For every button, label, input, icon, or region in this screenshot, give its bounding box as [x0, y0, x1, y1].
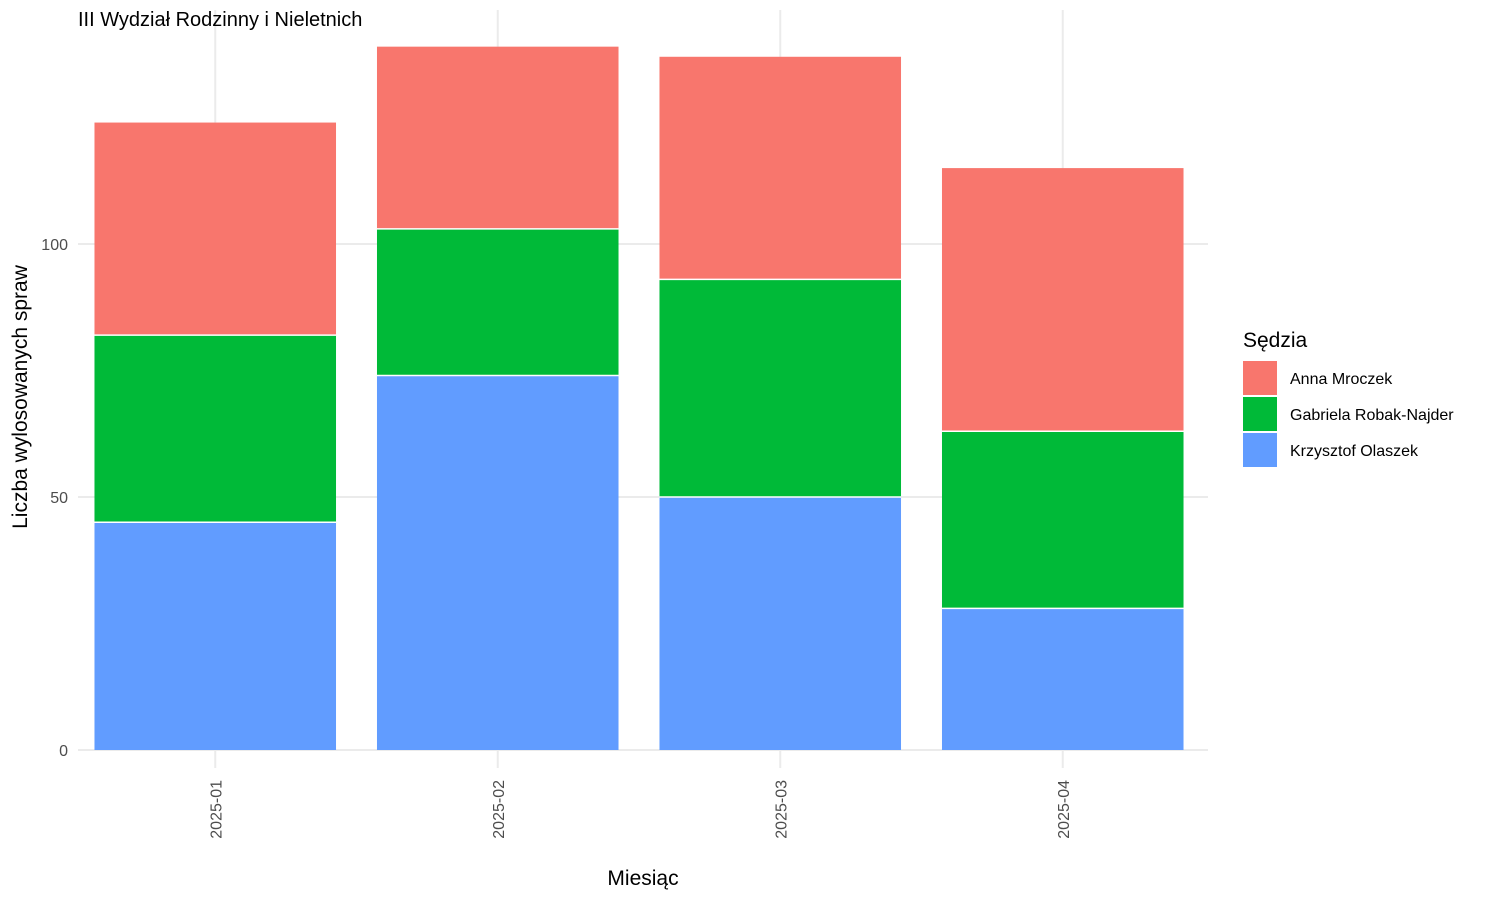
bar-segment: [659, 279, 902, 497]
bar-segment: [376, 375, 619, 750]
bar-segment: [376, 228, 619, 376]
chart-title: III Wydział Rodzinny i Nieletnich: [78, 9, 362, 31]
bar-segment: [941, 168, 1184, 432]
bars: [94, 46, 1184, 750]
x-tick-label: 2025-04: [1056, 780, 1073, 839]
bar-segment: [941, 608, 1184, 750]
bar-segment: [94, 335, 337, 523]
x-tick-label: 2025-01: [208, 780, 225, 839]
legend-label: Krzysztof Olaszek: [1290, 443, 1419, 460]
y-axis-ticks: 0 50 100: [41, 237, 68, 760]
legend-items: Anna Mroczek Gabriela Robak-Najder Krzyszt…: [1243, 361, 1454, 467]
x-axis-ticks: 2025-01 2025-02 2025-03 2025-04: [208, 780, 1073, 839]
y-axis-title: Liczba wylosowanych spraw: [9, 264, 32, 529]
bar-segment: [376, 46, 619, 229]
bar-segment: [659, 56, 902, 280]
legend: Sędzia Anna Mroczek Gabriela Robak-Najder…: [1243, 329, 1454, 467]
legend-label: Anna Mroczek: [1290, 371, 1393, 388]
x-tick-label: 2025-03: [773, 780, 790, 839]
legend-label: Gabriela Robak-Najder: [1290, 407, 1454, 424]
legend-swatch: [1243, 397, 1277, 431]
legend-title: Sędzia: [1243, 329, 1308, 352]
legend-swatch: [1243, 433, 1277, 467]
bar-segment: [659, 497, 902, 750]
x-tick-label: 2025-02: [491, 780, 508, 839]
y-tick-label: 100: [41, 237, 68, 254]
bar-segment: [94, 122, 337, 336]
y-tick-label: 0: [59, 743, 68, 760]
bar-segment: [94, 522, 337, 750]
bar-segment: [941, 431, 1184, 609]
x-axis-title: Miesiąc: [607, 867, 678, 890]
legend-swatch: [1243, 361, 1277, 395]
y-tick-label: 50: [50, 490, 68, 507]
